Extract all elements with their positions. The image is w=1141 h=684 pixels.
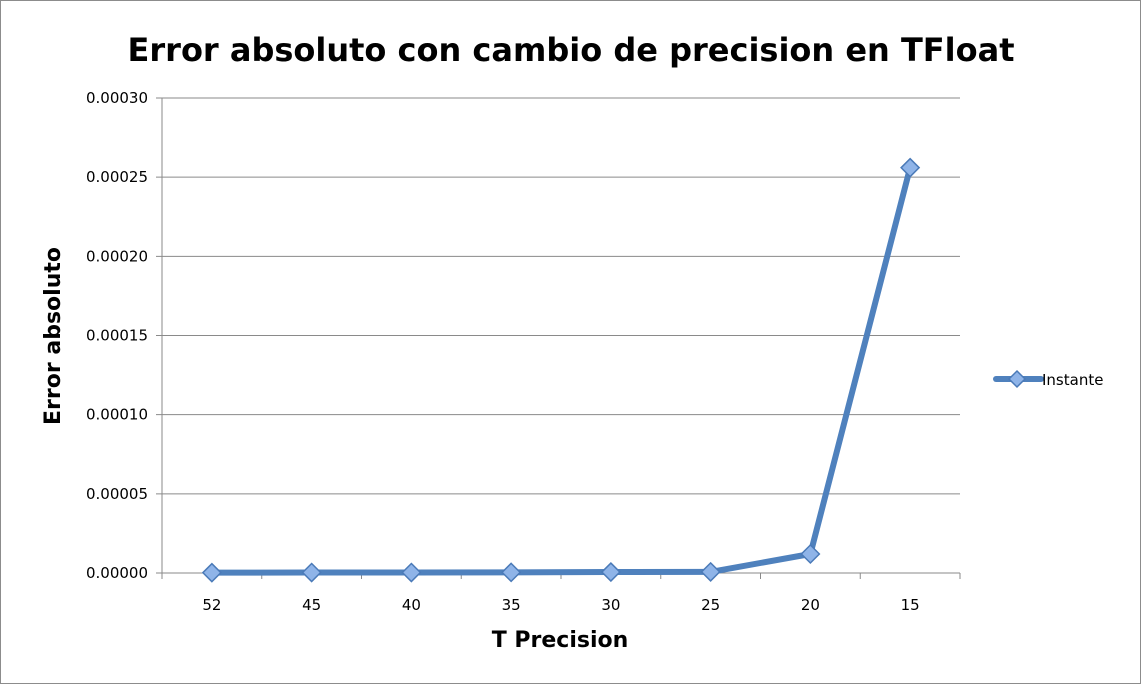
y-axis-title: Error absoluto — [41, 247, 66, 425]
x-tick-label: 15 — [901, 596, 920, 614]
data-point — [800, 543, 821, 565]
legend-marker — [1007, 369, 1027, 389]
chart-title: Error absoluto con cambio de precision e… — [128, 31, 1015, 69]
data-point — [900, 157, 921, 178]
y-tick-label: 0.00010 — [86, 406, 148, 424]
data-point — [700, 561, 721, 582]
x-tick-label: 20 — [801, 596, 820, 614]
y-tick-label: 0.00025 — [86, 168, 148, 186]
legend: Instante — [993, 369, 1103, 389]
data-point — [301, 562, 322, 583]
x-tick-label: 45 — [302, 596, 321, 614]
x-tick-label: 35 — [502, 596, 521, 614]
y-tick-label: 0.00005 — [86, 485, 148, 503]
legend-label: Instante — [1042, 371, 1103, 389]
x-axis-ticks: 52 45 40 35 30 25 20 15 — [161, 573, 961, 614]
series-layer — [201, 157, 921, 583]
x-tick-label: 30 — [601, 596, 620, 614]
y-tick-label: 0.00020 — [86, 247, 148, 265]
x-axis-title: T Precision — [492, 628, 629, 653]
series-line — [208, 164, 914, 576]
x-tick-label: 52 — [202, 596, 221, 614]
x-tick-label: 25 — [701, 596, 720, 614]
y-tick-label: 0.00000 — [86, 564, 148, 582]
data-point — [201, 562, 222, 583]
y-axis-ticks: 0.00000 0.00005 0.00010 0.00015 0.00020 0.000… — [86, 89, 148, 582]
data-point — [501, 562, 522, 583]
y-tick-label: 0.00015 — [86, 327, 148, 345]
y-tick-label: 0.00030 — [86, 89, 148, 107]
data-point — [600, 561, 621, 583]
x-tick-label: 40 — [402, 596, 421, 614]
data-point — [401, 562, 422, 583]
gridlines — [156, 97, 960, 574]
